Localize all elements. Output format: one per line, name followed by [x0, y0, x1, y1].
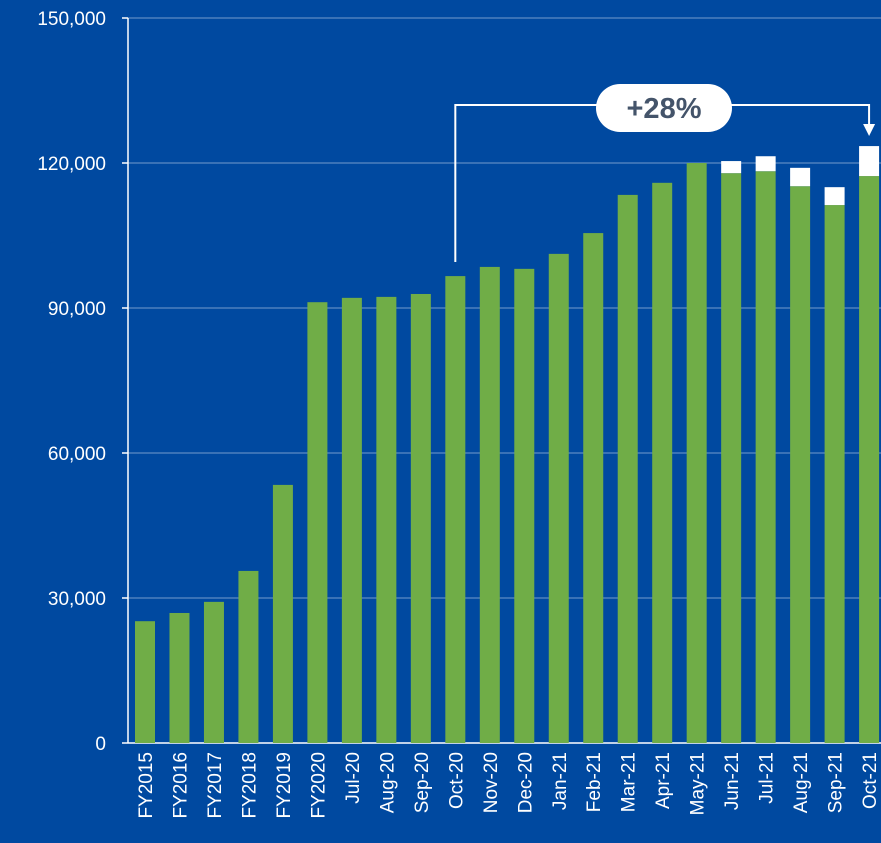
x-tick-label: Nov-20	[481, 752, 502, 813]
x-tick-label: FY2019	[274, 752, 295, 819]
y-tick-label: 60,000	[48, 444, 106, 465]
bar-segment	[341, 297, 362, 743]
bar-segment	[445, 276, 466, 743]
x-tick-label: Dec-20	[515, 752, 536, 813]
bar-segment	[238, 570, 259, 743]
bar-segment	[376, 296, 397, 743]
bar-segment	[686, 163, 707, 743]
x-tick-label: FY2020	[308, 752, 329, 819]
y-tick-label: 120,000	[37, 154, 106, 175]
x-tick-label: Oct-20	[446, 752, 467, 809]
bar-segment	[203, 601, 224, 743]
x-tick-label: Jun-21	[722, 752, 743, 810]
bar-segment	[617, 194, 638, 743]
annotation: +28%	[627, 93, 702, 125]
x-tick-label: Apr-21	[653, 752, 674, 809]
x-tick-label: Jul-20	[343, 752, 364, 804]
bar-segment	[721, 173, 742, 743]
bar-segment	[824, 205, 845, 744]
y-tick-label: 30,000	[48, 589, 106, 610]
x-tick-label: Aug-20	[377, 752, 398, 813]
x-tick-label: Aug-21	[791, 752, 812, 813]
bar-segment	[410, 293, 431, 743]
bar-segment	[790, 186, 811, 743]
x-tick-label: Mar-21	[619, 752, 640, 812]
bar-segment	[790, 167, 811, 187]
bar-segment	[169, 612, 190, 743]
y-tick-label: 90,000	[48, 299, 106, 320]
x-tick-label: Feb-21	[584, 752, 605, 812]
x-tick-label: FY2018	[239, 752, 260, 819]
x-tick-label: Jan-21	[550, 752, 571, 810]
bar-segment	[583, 233, 604, 744]
x-tick-label: FY2017	[205, 752, 226, 819]
x-tick-label: FY2015	[136, 752, 157, 819]
y-tick-label: 150,000	[37, 9, 106, 30]
bar-segment	[755, 171, 776, 743]
bar-segment	[307, 302, 328, 743]
bar-segment	[548, 253, 569, 743]
bar-segment	[721, 161, 742, 174]
bar-segment	[479, 266, 500, 743]
annotation-arrow	[863, 124, 876, 136]
x-tick-label: Oct-21	[860, 752, 881, 809]
bar-segment	[514, 268, 535, 743]
x-tick-label: May-21	[688, 752, 709, 815]
bar-segment	[135, 621, 155, 743]
bar-segment	[824, 187, 845, 206]
x-tick-label: Sep-21	[826, 752, 847, 813]
bar-segment	[859, 146, 880, 177]
x-tick-label: Jul-21	[757, 752, 778, 804]
bar-segment	[755, 156, 776, 172]
bar-segment	[652, 182, 673, 744]
bar-segment	[272, 484, 293, 743]
annotation-pill	[596, 84, 732, 132]
y-tick-label: 0	[95, 734, 106, 755]
x-tick-label: Sep-20	[412, 752, 433, 813]
bar-segment	[859, 176, 880, 744]
x-tick-label: FY2016	[170, 752, 191, 819]
